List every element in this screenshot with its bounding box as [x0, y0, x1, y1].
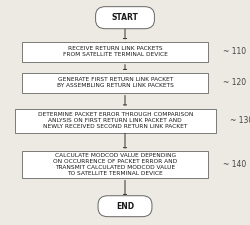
Text: START: START — [112, 13, 138, 22]
Text: GENERATE FIRST RETURN LINK PACKET
BY ASSEMBLING RETURN LINK PACKETS: GENERATE FIRST RETURN LINK PACKET BY ASS… — [57, 77, 174, 88]
Text: DETERMINE PACKET ERROR THROUGH COMPARISON
ANLYSIS ON FIRST RETURN LINK PACKET AN: DETERMINE PACKET ERROR THROUGH COMPARISO… — [38, 112, 193, 129]
FancyBboxPatch shape — [22, 73, 208, 93]
FancyBboxPatch shape — [98, 196, 152, 217]
FancyBboxPatch shape — [15, 108, 216, 133]
Text: ~ 140: ~ 140 — [223, 160, 246, 169]
Text: CALCULATE MODCOD VALUE DEPENDING
ON OCCURRENCE OF PACKET ERROR AND
TRANSMIT CALC: CALCULATE MODCOD VALUE DEPENDING ON OCCU… — [53, 153, 177, 176]
Text: RECEIVE RETURN LINK PACKETS
FROM SATELLITE TERMINAL DEVICE: RECEIVE RETURN LINK PACKETS FROM SATELLI… — [63, 46, 168, 57]
Text: ~ 120: ~ 120 — [223, 78, 246, 87]
FancyBboxPatch shape — [22, 42, 208, 62]
FancyBboxPatch shape — [96, 7, 154, 29]
Text: ~ 110: ~ 110 — [223, 47, 246, 56]
Text: END: END — [116, 202, 134, 211]
Text: ~ 130: ~ 130 — [230, 116, 250, 125]
FancyBboxPatch shape — [22, 151, 208, 178]
